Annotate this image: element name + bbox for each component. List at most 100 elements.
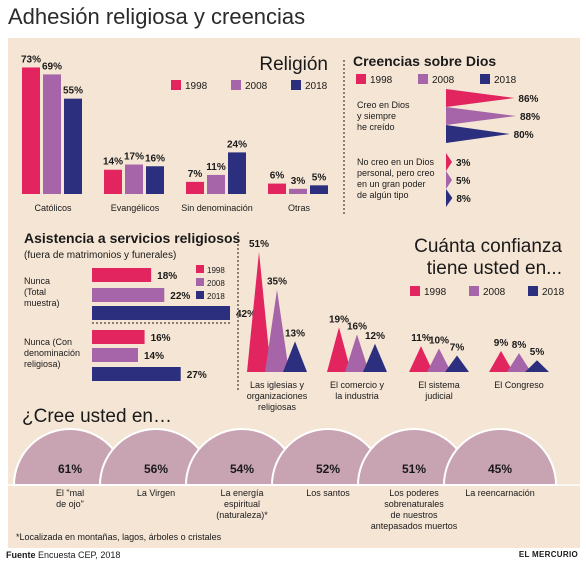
creencias-category-label-line: No creo en un Dios: [357, 157, 435, 167]
cree-value-label: 54%: [230, 462, 254, 476]
asistencia-legend-swatch: [196, 291, 204, 299]
confianza-bar: [409, 346, 433, 372]
asistencia-category-label-line: Nunca (Con: [24, 337, 72, 347]
religion-bar: [22, 67, 40, 194]
confianza-legend-swatch: [528, 286, 538, 296]
asistencia-bar: [92, 348, 138, 362]
religion-category-label: Católicos: [34, 203, 72, 213]
main-title: Adhesión religiosa y creencias: [8, 4, 306, 29]
confianza-value-label: 12%: [365, 331, 385, 342]
religion-legend-swatch: [291, 80, 301, 90]
confianza-legend-label: 2018: [542, 287, 565, 298]
religion-value-label: 5%: [312, 172, 327, 183]
religion-bar: [43, 74, 61, 194]
confianza-bar: [489, 350, 513, 372]
religion-value-label: 73%: [21, 54, 41, 65]
confianza-bar: [507, 353, 531, 372]
confianza-category-label-line: Las iglesias y: [250, 380, 305, 390]
confianza-value-label: 8%: [512, 340, 527, 351]
creencias-bar: [446, 189, 453, 207]
cree-category-label-line: Los santos: [306, 488, 350, 498]
religion-bar: [289, 188, 307, 194]
cree-dome: [442, 428, 558, 486]
cree-category-label-line: (naturaleza)*: [216, 510, 268, 520]
creencias-value-label: 8%: [456, 194, 471, 205]
religion-bar: [104, 169, 122, 194]
religion-legend-label: 1998: [185, 81, 208, 92]
confianza-bar: [427, 348, 451, 372]
confianza-value-label: 10%: [429, 335, 449, 346]
confianza-category-label-line: la industria: [335, 391, 379, 401]
asistencia-legend-swatch: [196, 278, 204, 286]
confianza-legend-swatch: [410, 286, 420, 296]
asistencia-bar: [92, 306, 230, 320]
creencias-bar: [446, 89, 515, 107]
confianza-value-label: 19%: [329, 314, 349, 325]
brand-logo: EL MERCURIO: [518, 550, 578, 559]
cree-category-label-line: de ojo": [56, 499, 84, 509]
religion-value-label: 6%: [270, 171, 285, 182]
charts-canvas: Religión 1998 2008 2018 73%69% 55% Católicos 14…: [8, 53, 580, 542]
confianza-value-label: 5%: [530, 347, 545, 358]
creencias-legend-label: 2018: [494, 75, 517, 86]
asistencia-bar: [92, 330, 145, 344]
asistencia-value-label: 18%: [157, 271, 177, 282]
asistencia-value-label: 27%: [187, 370, 207, 381]
cree-category-label-line: antepasados muertos: [371, 521, 458, 531]
religion-title: Religión: [259, 54, 328, 75]
cree-category-label-line: de nuestros: [390, 510, 438, 520]
creencias-legend-label: 1998: [370, 75, 393, 86]
creencias-legend-swatch: [418, 74, 428, 84]
confianza-bar: [247, 252, 271, 372]
confianza-bar: [525, 360, 549, 372]
creencias-bar: [446, 153, 452, 171]
asistencia-value-label: 42%: [236, 309, 256, 320]
religion-legend-swatch: [171, 80, 181, 90]
creencias-value-label: 80%: [514, 130, 534, 141]
asistencia-bar: [92, 367, 181, 381]
religion-legend-label: 2018: [305, 81, 328, 92]
religion-bar: [186, 181, 204, 194]
confianza-bar: [445, 355, 469, 372]
asistencia-legend-swatch: [196, 265, 204, 273]
creencias-bar: [446, 107, 516, 125]
asistencia-value-label: 16%: [151, 333, 171, 344]
asistencia-category-label-line: muestra): [24, 298, 60, 308]
confianza-category-label-line: El Congreso: [494, 380, 544, 390]
religion-bar: [310, 185, 328, 194]
asistencia-value-label: 14%: [144, 351, 164, 362]
religion-category-label: Sin denominación: [181, 203, 253, 213]
confianza-bar: [345, 334, 369, 372]
religion-value-label: 69%: [42, 61, 62, 72]
confianza-category-label-line: judicial: [424, 391, 453, 401]
cree-category-label-line: sobrenaturales: [384, 499, 444, 509]
creencias-category-label-line: personal, pero creo: [357, 168, 435, 178]
religion-value-label: 11%: [206, 162, 226, 173]
creencias-bar: [446, 125, 510, 143]
confianza-bar: [327, 327, 351, 372]
confianza-legend-label: 2008: [483, 287, 506, 298]
asistencia-subtitle: (fuera de matrimonios y funerales): [24, 250, 176, 261]
confianza-value-label: 11%: [411, 333, 431, 344]
cree-category-label-line: El "mal: [56, 488, 84, 498]
cree-value-label: 45%: [488, 462, 512, 476]
asistencia-title: Asistencia a servicios religiosos: [24, 230, 241, 246]
religion-legend-label: 2008: [245, 81, 268, 92]
religion-bar: [228, 152, 246, 194]
asistencia-bar: [92, 268, 152, 282]
confianza-category-label-line: El sistema: [418, 380, 460, 390]
religion-bar: [146, 166, 164, 194]
asistencia-value-label: 22%: [170, 291, 190, 302]
asistencia-bar: [92, 288, 165, 302]
creencias-legend-swatch: [356, 74, 366, 84]
cree-value-label: 52%: [316, 462, 340, 476]
religion-legend-swatch: [231, 80, 241, 90]
confianza-value-label: 35%: [267, 277, 287, 288]
source-text: Encuesta CEP, 2018: [38, 550, 121, 560]
religion-value-label: 17%: [124, 152, 144, 163]
creencias-value-label: 86%: [518, 94, 538, 105]
confianza-legend-label: 1998: [424, 287, 447, 298]
creencias-category-label-line: de algún tipo: [357, 190, 409, 200]
creencias-legend-label: 2008: [432, 75, 455, 86]
